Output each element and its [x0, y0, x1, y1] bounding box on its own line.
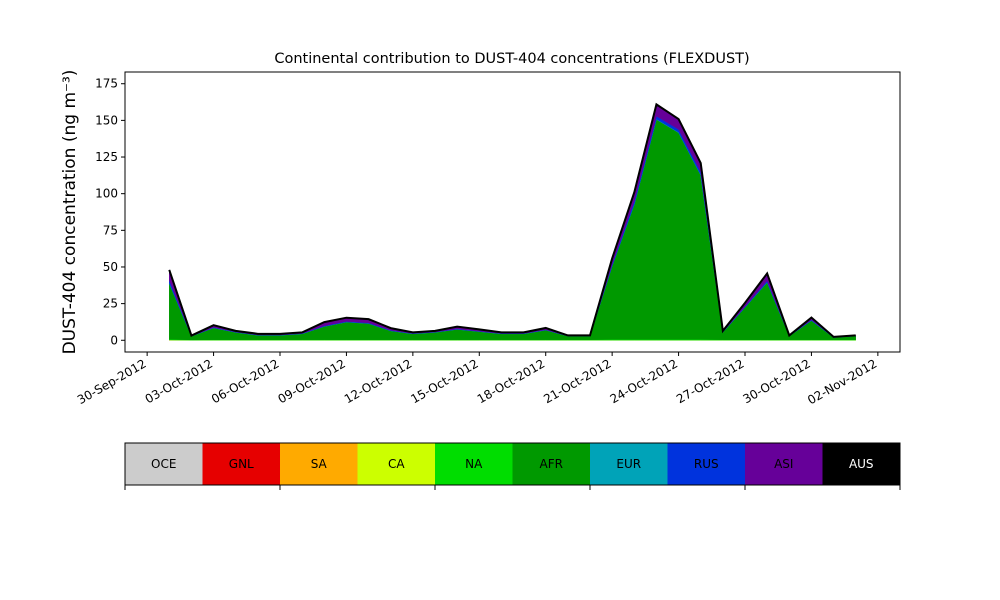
legend-swatch: [125, 443, 203, 485]
x-tick-label: 24-Oct-2012: [608, 356, 680, 406]
x-tick-label: 30-Oct-2012: [740, 356, 812, 406]
x-tick-label: 02-Nov-2012: [805, 356, 879, 407]
legend-swatch: [357, 443, 435, 485]
y-tick-label: 75: [103, 223, 118, 237]
legend-swatch: [667, 443, 745, 485]
legend-swatch: [822, 443, 900, 485]
legend-swatch: [512, 443, 590, 485]
y-tick-label: 0: [110, 333, 118, 347]
legend-label: GNL: [229, 457, 254, 471]
y-axis-label: DUST-404 concentration (ng m⁻³): [60, 70, 80, 355]
x-tick-label: 21-Oct-2012: [541, 356, 613, 406]
area: [168, 102, 856, 338]
x-tick-label: 06-Oct-2012: [209, 356, 281, 406]
legend-swatch: [590, 443, 668, 485]
x-tick-label: 27-Oct-2012: [674, 356, 746, 406]
y-tick-label: 175: [95, 77, 118, 91]
legend-frame: [124, 442, 901, 486]
legend-label: NA: [465, 457, 483, 471]
plot-area: [168, 102, 856, 341]
chart-title: Continental contribution to DUST-404 con…: [274, 51, 749, 67]
legend-label: SA: [311, 457, 328, 471]
legend-label: AFR: [540, 457, 563, 471]
x-tick-label: 09-Oct-2012: [275, 356, 347, 406]
y-tick-label: 125: [95, 150, 118, 164]
colorbar-ticks: [124, 485, 901, 490]
legend-swatch: [202, 443, 280, 485]
plot-frame: [124, 71, 901, 353]
legend-label: OCE: [151, 457, 176, 471]
area: [169, 119, 856, 341]
legend: OCE GNL SA CA NA AFR EUR RUS ASI AUS: [124, 442, 901, 486]
legend-swatch: [435, 443, 513, 485]
legend-swatch: [745, 443, 823, 485]
x-tick-label: 12-Oct-2012: [342, 356, 414, 406]
legend-label: RUS: [694, 457, 719, 471]
legend-label: CA: [388, 457, 405, 471]
legend-label: AUS: [849, 457, 874, 471]
x-tick-label: 15-Oct-2012: [408, 356, 480, 406]
y-tick-label: 50: [103, 260, 118, 274]
y-tick-label: 100: [95, 187, 118, 201]
legend-swatch: [280, 443, 358, 485]
y-tick-label: 25: [103, 297, 118, 311]
y-tick-label: 150: [95, 113, 118, 127]
x-tick-label: 03-Oct-2012: [143, 356, 215, 406]
legend-label: ASI: [774, 457, 793, 471]
x-tick-label: 30-Sep-2012: [75, 356, 149, 407]
x-tick-label: 18-Oct-2012: [475, 356, 547, 406]
legend-label: EUR: [616, 457, 641, 471]
